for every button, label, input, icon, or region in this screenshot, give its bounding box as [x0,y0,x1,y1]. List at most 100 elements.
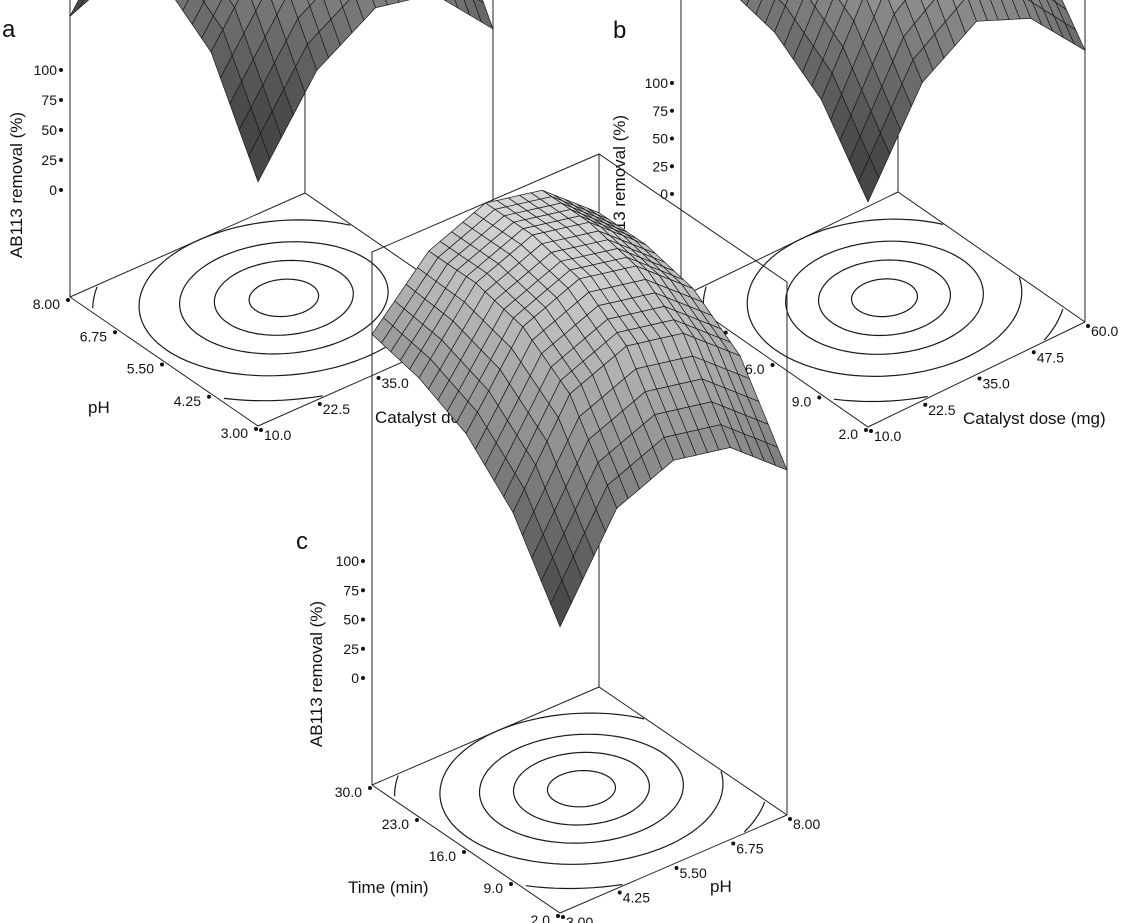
x-tick-label: 8.00 [793,816,820,832]
y-tick-mark [160,362,164,367]
x-tick-mark [617,890,622,895]
floor-back-edges [680,191,1086,323]
y-tick-label: 16.0 [429,848,456,864]
x-axis: 10.0 22.5 35.0 47.5 60.0 Catalyst dose (mg) [869,323,1118,444]
floor-contours [394,712,766,890]
x-tick-mark [561,915,565,919]
surface-facet [248,132,271,183]
y-tick-mark [770,363,775,367]
panel-a: 0 25 50 75 100 AB113 removal (%) 3.00 4.25 5.50 6… [2,0,526,443]
floor-back-edges [371,686,788,816]
floor-front-edges [680,296,1086,428]
x-axis-title: Catalyst dose (mg) [963,409,1106,428]
y-tick-mark [556,914,560,918]
z-tick-label: 25 [343,641,359,657]
z-tick-label: 100 [336,553,360,569]
y-tick-label: 6.75 [80,328,107,344]
contour-line [394,775,766,890]
y-tick-label: 3.00 [221,425,248,441]
z-tick-mark [59,68,63,72]
x-tick-mark [674,866,679,870]
z-tick-mark [59,98,63,102]
z-tick-mark [361,617,365,622]
z-tick-mark [670,108,674,113]
y-tick-label: 23.0 [382,816,409,832]
contour-line [746,218,1023,378]
z-tick-label: 0 [351,670,359,686]
surface-facet [1051,0,1057,4]
z-tick-label: 75 [41,92,57,108]
surface-mesh [740,0,1086,203]
y-axis: 3.00 4.25 5.50 6.75 8.00 pH [33,296,258,441]
surface-facet [838,0,848,9]
x-tick-mark [1031,350,1036,355]
x-tick-label: 60.0 [1091,323,1118,339]
contour-line [546,770,616,808]
surface-facet [858,156,880,203]
z-tick-mark [670,136,674,141]
z-tick-label: 0 [49,182,57,198]
y-tick-mark [462,850,466,854]
contour-line [512,751,651,826]
y-tick-mark [817,395,822,400]
surface-facet [746,0,763,16]
x-axis: 3.00 4.25 5.50 6.75 8.00 pH [561,816,820,923]
surface-facet [229,0,239,9]
y-tick-label: 8.00 [33,296,60,312]
panel-letter: c [296,528,308,555]
z-tick-label: 25 [652,158,668,174]
y-tick-mark [864,428,868,432]
top-back-edges [371,153,788,283]
x-tick-mark [731,841,736,846]
z-axis: 0 25 50 75 100 AB113 removal (%) [7,62,63,258]
z-tick-mark [670,81,674,85]
y-axis-title: Time (min) [348,878,429,897]
y-tick-mark [368,786,372,790]
x-tick-label: 3.00 [566,914,593,923]
contour-line [851,278,918,318]
contour-line [478,733,685,844]
z-tick-label: 50 [41,122,57,138]
x-tick-label: 10.0 [874,428,901,444]
z-tick-mark [361,676,365,680]
y-tick-label: 4.25 [174,393,201,409]
x-tick-label: 35.0 [983,376,1010,392]
axis-box [680,0,1086,428]
panel-letter: b [613,17,626,44]
z-tick-label: 25 [41,152,57,168]
y-tick-label: 9.0 [792,394,812,410]
surface-facet [445,0,459,9]
z-tick-label: 75 [652,103,668,119]
y-tick-mark [509,882,513,886]
z-tick-mark [59,128,63,132]
panel-letter: a [2,16,16,43]
surface-facet [809,0,819,8]
surface-facet [454,0,471,16]
x-tick-mark [376,376,381,380]
z-tick-mark [670,164,674,169]
x-tick-mark [317,402,322,406]
z-tick-mark [361,646,365,651]
surface-facet [69,0,85,17]
x-tick-mark [788,817,792,821]
y-tick-label: 9.0 [484,880,504,896]
x-tick-label: 5.50 [680,865,707,881]
z-tick-label: 75 [343,582,359,598]
surface-facet [397,0,411,3]
contour-line [178,241,389,355]
z-tick-mark [361,559,365,563]
y-tick-label: 2.0 [839,426,859,442]
x-tick-label: 22.5 [323,401,350,417]
contour-line [248,278,320,318]
surface-mesh [69,0,494,183]
z-tick-mark [59,158,63,162]
surface-facet [372,0,388,9]
surface-facet [79,0,90,9]
y-tick-label: 5.50 [127,361,154,377]
surface-facet [271,0,286,16]
x-tick-label: 4.25 [623,890,650,906]
surface-facet [463,0,482,23]
axis-box [371,153,788,914]
y-tick-mark [254,427,258,431]
